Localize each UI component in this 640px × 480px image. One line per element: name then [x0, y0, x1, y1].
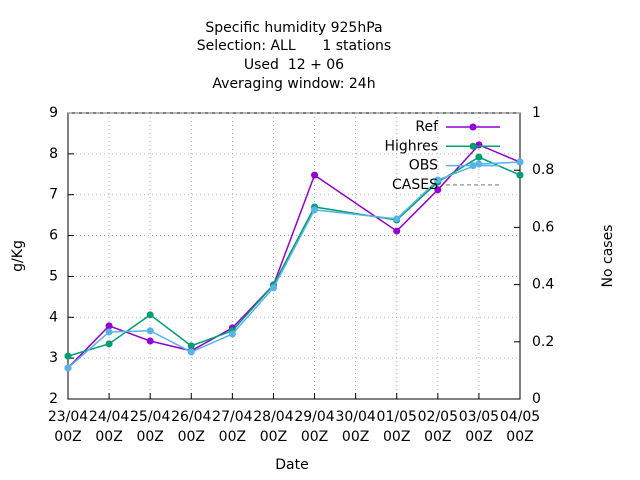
- x-tick-label: 26/04 00Z: [171, 409, 211, 445]
- data-point: [311, 171, 319, 179]
- data-point: [146, 337, 154, 345]
- data-point: [393, 227, 401, 235]
- x-tick-label: 24/04 00Z: [89, 409, 129, 445]
- x-tick-label: 29/04 00Z: [294, 409, 334, 445]
- data-point: [516, 171, 524, 179]
- y-axis-label: g/Kg: [10, 240, 26, 272]
- legend-marker: [469, 142, 477, 150]
- data-point: [64, 352, 72, 360]
- y2-tick-label: 1: [532, 105, 541, 121]
- x-tick-label: 01/05 00Z: [377, 409, 417, 445]
- x-tick-label: 25/04 00Z: [130, 409, 170, 445]
- data-point: [434, 176, 442, 184]
- data-point: [146, 311, 154, 319]
- data-point: [475, 160, 483, 168]
- x-tick-label: 03/05 00Z: [459, 409, 499, 445]
- series-line: [67, 156, 521, 357]
- data-point: [105, 322, 113, 330]
- y-tick-label: 8: [49, 146, 58, 162]
- y2-tick-label: 0.6: [532, 219, 554, 235]
- chart-title: Used 12 + 06: [244, 57, 344, 73]
- y2-tick-label: 0: [532, 391, 541, 407]
- x-axis-label: Date: [275, 457, 308, 473]
- y2-axis-label: No cases: [600, 225, 616, 288]
- series-line: [67, 143, 521, 369]
- data-point: [434, 186, 442, 194]
- y2-tick-label: 0.2: [532, 334, 554, 350]
- x-tick-label: 02/05 00Z: [418, 409, 458, 445]
- x-tick-label: 23/04 00Z: [48, 409, 88, 445]
- data-point: [187, 348, 195, 356]
- data-point: [516, 158, 524, 166]
- x-tick-label: 27/04 00Z: [212, 409, 252, 445]
- data-point: [228, 330, 236, 338]
- y-tick-label: 6: [49, 228, 58, 244]
- y-tick-label: 3: [49, 350, 58, 366]
- data-point: [269, 284, 277, 292]
- y2-tick-label: 0.8: [532, 162, 554, 178]
- data-point: [146, 327, 154, 335]
- data-point: [187, 342, 195, 350]
- data-point: [64, 364, 72, 372]
- chart-title: Specific humidity 925hPa: [205, 20, 382, 36]
- data-point: [475, 153, 483, 161]
- legend-label: CASES: [392, 177, 438, 193]
- plot-frame: [67, 112, 521, 400]
- y-tick-label: 5: [49, 268, 58, 284]
- x-tick-label: 30/04 00Z: [335, 409, 375, 445]
- y-tick-label: 7: [49, 187, 58, 203]
- legend-marker: [469, 123, 477, 131]
- data-point: [475, 141, 483, 149]
- legend-label: Ref: [415, 119, 439, 135]
- series-line: [67, 161, 521, 369]
- y-tick-label: 2: [49, 391, 58, 407]
- legend-label: Highres: [384, 138, 438, 154]
- legend-marker: [469, 162, 477, 170]
- x-tick-label: 04/05 00Z: [500, 409, 540, 445]
- chart-title: Selection: ALL 1 stations: [197, 38, 391, 54]
- data-point: [393, 215, 401, 223]
- y-tick-label: 9: [49, 105, 58, 121]
- chart-title: Averaging window: 24h: [212, 76, 375, 92]
- data-point: [105, 328, 113, 336]
- y-tick-label: 4: [49, 309, 58, 325]
- data-point: [105, 340, 113, 348]
- y2-tick-label: 0.4: [532, 277, 554, 293]
- data-point: [311, 206, 319, 214]
- x-tick-label: 28/04 00Z: [253, 409, 293, 445]
- legend-label: OBS: [409, 158, 438, 174]
